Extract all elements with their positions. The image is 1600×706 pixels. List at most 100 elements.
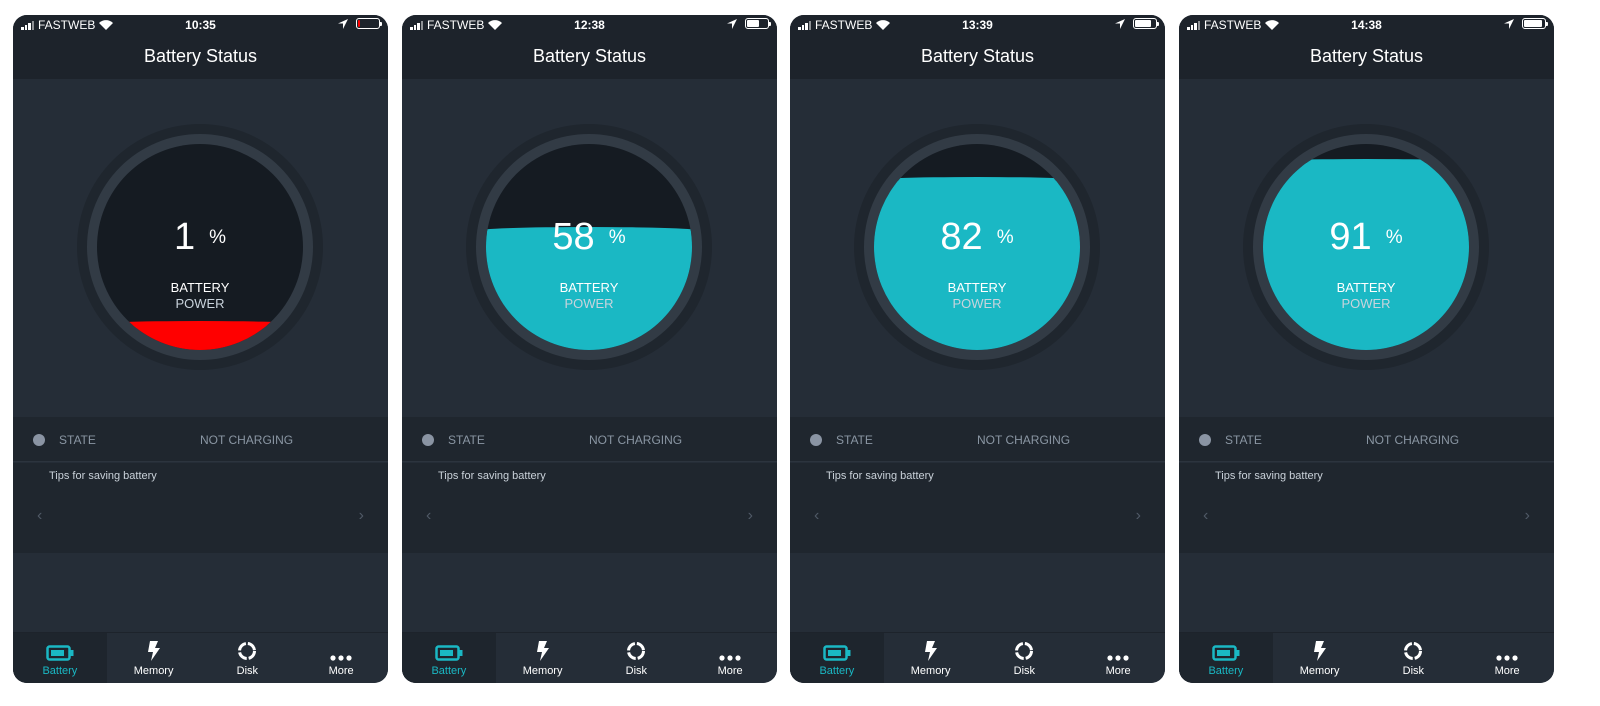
battery-percent: 1	[173, 216, 196, 258]
bolt-icon	[496, 633, 590, 661]
location-icon	[727, 18, 737, 29]
gauge-sublabel: POWER	[564, 296, 614, 311]
tab-disk[interactable]: Disk	[590, 633, 684, 683]
tab-memory[interactable]: Memory	[1273, 633, 1367, 683]
state-label: STATE	[1225, 433, 1262, 447]
tab-battery[interactable]: Battery	[790, 633, 884, 683]
tab-memory[interactable]: Memory	[496, 633, 590, 683]
status-bar: FASTWEB 13:39	[790, 15, 1165, 35]
state-value: NOT CHARGING	[1366, 433, 1460, 447]
wifi-icon	[488, 20, 503, 30]
tab-label: Memory	[522, 665, 563, 677]
signal-icon	[410, 20, 423, 30]
tab-disk[interactable]: Disk	[201, 633, 295, 683]
state-row: STATE NOT CHARGING	[13, 417, 388, 462]
state-value: NOT CHARGING	[589, 433, 683, 447]
tab-more[interactable]: More	[1071, 633, 1165, 683]
status-battery-icon	[356, 18, 382, 29]
percent-sign: %	[608, 227, 626, 248]
gauge-sublabel: POWER	[175, 296, 225, 311]
clock: 14:38	[1351, 18, 1382, 32]
wifi-icon	[876, 20, 891, 30]
state-indicator-icon	[1199, 434, 1211, 446]
tab-label: More	[1105, 665, 1131, 677]
battery-percent: 82	[940, 216, 983, 258]
tab-label: More	[717, 665, 743, 677]
bolt-icon	[884, 633, 978, 661]
gauge-sublabel: POWER	[952, 296, 1002, 311]
battery-gauge: 58% BATTERY POWER	[466, 124, 712, 370]
clock: 10:35	[185, 18, 216, 32]
carrier-info: FASTWEB	[21, 18, 114, 32]
location-icon	[338, 18, 348, 29]
disk-icon	[978, 633, 1072, 661]
tab-label: Memory	[1299, 665, 1340, 677]
phone-screen: FASTWEB 13:39 Battery Status 82% BATTERY…	[790, 15, 1165, 683]
carrier-info: FASTWEB	[798, 18, 891, 32]
tab-label: Memory	[133, 665, 174, 677]
battery-icon	[790, 633, 884, 661]
signal-icon	[798, 20, 811, 30]
tab-label: Memory	[910, 665, 951, 677]
tab-disk[interactable]: Disk	[978, 633, 1072, 683]
tab-more[interactable]: More	[683, 633, 777, 683]
chevron-left-icon[interactable]: ‹	[37, 507, 43, 524]
battery-level-fill	[97, 321, 303, 350]
tab-battery[interactable]: Battery	[1179, 633, 1273, 683]
tips-title: Tips for saving battery	[826, 470, 934, 482]
bolt-icon	[107, 633, 201, 661]
gauge-sublabel: POWER	[1341, 296, 1391, 311]
tab-battery[interactable]: Battery	[402, 633, 496, 683]
battery-level-fill	[874, 177, 1080, 350]
page-title: Battery Status	[13, 35, 388, 79]
status-bar: FASTWEB 14:38	[1179, 15, 1554, 35]
tab-bar: Battery Memory Disk More	[790, 632, 1165, 683]
battery-gauge: 1% BATTERY POWER	[77, 124, 323, 370]
chevron-left-icon[interactable]: ‹	[814, 507, 820, 524]
tab-battery[interactable]: Battery	[13, 633, 107, 683]
tab-bar: Battery Memory Disk More	[13, 632, 388, 683]
battery-percent: 91	[1329, 216, 1372, 258]
chevron-right-icon[interactable]: ›	[747, 507, 753, 524]
battery-icon	[13, 633, 107, 661]
chevron-right-icon[interactable]: ›	[1524, 507, 1530, 524]
more-icon	[683, 633, 777, 661]
page-title: Battery Status	[1179, 35, 1554, 79]
state-indicator-icon	[810, 434, 822, 446]
state-label: STATE	[836, 433, 873, 447]
tab-label: Battery	[42, 665, 78, 677]
signal-icon	[21, 20, 34, 30]
tab-bar: Battery Memory Disk More	[1179, 632, 1554, 683]
more-icon	[294, 633, 388, 661]
bolt-icon	[1273, 633, 1367, 661]
phone-screen: FASTWEB 10:35 Battery Status 1% BATTERY …	[13, 15, 388, 683]
chevron-right-icon[interactable]: ›	[1135, 507, 1141, 524]
state-value: NOT CHARGING	[977, 433, 1071, 447]
tab-memory[interactable]: Memory	[107, 633, 201, 683]
status-bar: FASTWEB 12:38	[402, 15, 777, 35]
tab-memory[interactable]: Memory	[884, 633, 978, 683]
battery-icon	[402, 633, 496, 661]
phone-screen: FASTWEB 12:38 Battery Status 58% BATTERY…	[402, 15, 777, 683]
chevron-right-icon[interactable]: ›	[358, 507, 364, 524]
gauge-label: BATTERY	[1336, 280, 1396, 295]
tab-disk[interactable]: Disk	[1367, 633, 1461, 683]
percent-sign: %	[209, 227, 227, 248]
tab-label: Disk	[1013, 665, 1036, 677]
battery-percent: 58	[552, 216, 595, 258]
signal-icon	[1187, 20, 1200, 30]
chevron-left-icon[interactable]: ‹	[1203, 507, 1209, 524]
battery-level-fill	[486, 226, 692, 350]
tab-more[interactable]: More	[294, 633, 388, 683]
percent-sign: %	[996, 227, 1014, 248]
tab-label: Disk	[1402, 665, 1425, 677]
tips-title: Tips for saving battery	[1215, 470, 1323, 482]
chevron-left-icon[interactable]: ‹	[426, 507, 432, 524]
percent-sign: %	[1385, 227, 1403, 248]
wifi-icon	[99, 20, 114, 30]
more-icon	[1460, 633, 1554, 661]
wifi-icon	[1265, 20, 1280, 30]
battery-icon	[1179, 633, 1273, 661]
tab-more[interactable]: More	[1460, 633, 1554, 683]
carrier-name: FASTWEB	[815, 18, 873, 32]
